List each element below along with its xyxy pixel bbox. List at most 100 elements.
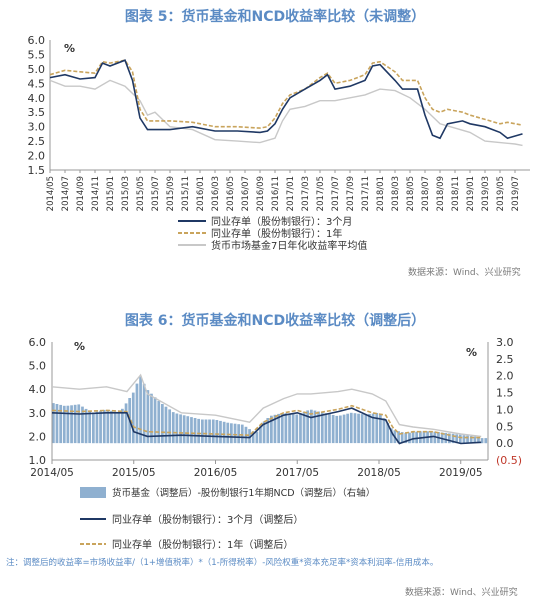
chart2-bar — [273, 414, 277, 444]
chart2-title: 图表 6：货币基金和NCD收益率比较（调整后） — [124, 313, 426, 329]
chart1-ytick-label: 1.5 — [28, 164, 46, 177]
chart2-ytick-label: 4.0 — [29, 383, 47, 396]
chart1-xtick-label: 2018/01 — [376, 176, 386, 211]
chart2-bar — [371, 413, 375, 444]
chart2-bar — [462, 435, 466, 444]
chart1-xtick-label: 2017/11 — [361, 176, 371, 211]
chart2-xtick-label: 2014/05 — [30, 467, 74, 479]
chart1-legend-label: 同业存单（股份制银行）：3个月 — [211, 215, 352, 228]
chart2-bar — [328, 414, 331, 444]
chart2-bar — [451, 433, 455, 444]
chart2-bar — [233, 423, 237, 444]
chart2-bar — [211, 419, 215, 444]
chart2-bar — [448, 433, 451, 444]
chart1-xtick-label: 2014/05 — [46, 176, 56, 211]
chart2-bar — [320, 412, 324, 444]
chart2-bar — [466, 435, 469, 444]
chart1-xtick-label: 2015/01 — [106, 176, 116, 211]
chart2-bar — [226, 422, 230, 444]
chart2-bar — [299, 413, 302, 444]
chart2-bar — [386, 422, 390, 444]
chart1-xtick-label: 2019/07 — [511, 176, 521, 211]
chart2-series-line — [51, 404, 482, 439]
chart1-title: 图表 5：货币基金和NCD收益率比较（未调整） — [124, 9, 426, 25]
chart2-ytick-right-label: 1.5 — [496, 387, 514, 400]
chart2-bar — [404, 433, 408, 444]
chart2-bar — [237, 424, 241, 444]
chart1-xtick-label: 2017/01 — [286, 176, 296, 211]
chart2-bar — [106, 409, 110, 444]
chart2-bar — [142, 383, 146, 444]
chart2-ylabel: % — [74, 340, 85, 353]
chart1-xtick-label: 2016/01 — [196, 176, 206, 211]
chart2-bar — [113, 411, 117, 444]
chart2-bar — [382, 418, 386, 444]
chart1-ytick-label: 3.0 — [28, 121, 46, 134]
chart2-bar — [331, 415, 335, 444]
chart2-bar — [364, 414, 368, 444]
chart2-bar — [295, 414, 299, 444]
chart1-xtick-label: 2017/07 — [331, 176, 341, 211]
chart2-legend-label: 同业存单（股份制银行）：3个月（调整后） — [112, 513, 303, 526]
chart2-ytick-right-label: 2.5 — [496, 353, 514, 366]
chart2-bar — [193, 418, 197, 444]
chart2-bar — [161, 404, 164, 444]
chart2-bar — [175, 413, 179, 444]
chart2-bar — [291, 414, 295, 444]
chart1-series-line — [49, 59, 523, 140]
chart1-xtick-label: 2019/05 — [496, 176, 506, 211]
chart2-xtick-label: 2015/05 — [112, 467, 156, 479]
chart2-xtick-label: 2019/05 — [439, 467, 483, 479]
chart2-bar — [262, 421, 266, 444]
chart2-bar — [171, 412, 175, 444]
chart1-xtick-label: 2014/07 — [61, 176, 71, 211]
chart1-xtick-label: 2017/03 — [301, 176, 311, 211]
chart2-legend-label: 同业存单（股份制银行）：1年（调整后） — [112, 538, 293, 551]
chart2-ytick-right-label: 0.5 — [496, 420, 514, 433]
chart1-xtick-label: 2015/09 — [166, 176, 176, 211]
chart2-bar — [99, 410, 102, 444]
chart1-xtick-label: 2018/05 — [406, 176, 416, 211]
chart1-ytick-label: 4.0 — [28, 92, 46, 105]
chart2-xtick-label: 2016/05 — [194, 467, 238, 479]
chart2-bar — [201, 419, 204, 444]
chart2-xtick-label: 2018/05 — [357, 467, 401, 479]
chart1-xtick-label: 2016/05 — [226, 176, 236, 211]
chart2-bar — [310, 409, 313, 444]
chart1-xtick-label: 2019/03 — [481, 176, 491, 211]
chart2-bar — [182, 415, 186, 444]
chart2-bar — [153, 397, 157, 444]
chart2-bar — [408, 432, 411, 444]
chart2-bar — [66, 405, 70, 444]
chart2-bar — [255, 431, 259, 444]
chart1-xtick-label: 2018/11 — [451, 176, 461, 211]
chart2-bar — [186, 416, 190, 444]
chart2-bar — [157, 400, 161, 444]
chart2-bar — [458, 434, 462, 444]
chart2-bar — [379, 414, 382, 444]
chart2-bar — [117, 412, 121, 444]
chart2-bar — [317, 411, 320, 444]
chart1-xtick-label: 2016/07 — [241, 176, 251, 211]
chart2-bar — [480, 438, 484, 444]
footnote: 注：调整后的收益率=市场收益率/（1+增值税率）*（1-所得税率）-风险权重*资… — [6, 558, 439, 568]
chart2-bar — [353, 413, 357, 444]
chart2-bar — [469, 436, 473, 444]
chart2-bar — [415, 431, 419, 444]
chart1-xtick-label: 2017/09 — [346, 176, 356, 211]
chart2-bar — [164, 406, 168, 444]
chart2-bar — [484, 438, 488, 444]
chart2-bar — [168, 409, 172, 444]
chart2-legend-label: 货币基金（调整后）-股份制银行1年期NCD（调整后）（右轴） — [112, 487, 375, 499]
chart2-bar — [339, 415, 342, 444]
chart1-ytick-label: 2.0 — [28, 150, 46, 163]
chart2-bar — [270, 415, 273, 444]
chart2-moneyfund-line — [51, 373, 482, 438]
chart2-bar — [62, 405, 66, 444]
chart1-xtick-label: 2016/03 — [211, 176, 221, 211]
chart2-bar — [102, 409, 106, 444]
chart2-bar — [84, 408, 88, 444]
chart2-bar — [397, 431, 400, 444]
chart2-bar — [266, 418, 270, 444]
chart2-bar — [360, 414, 364, 444]
